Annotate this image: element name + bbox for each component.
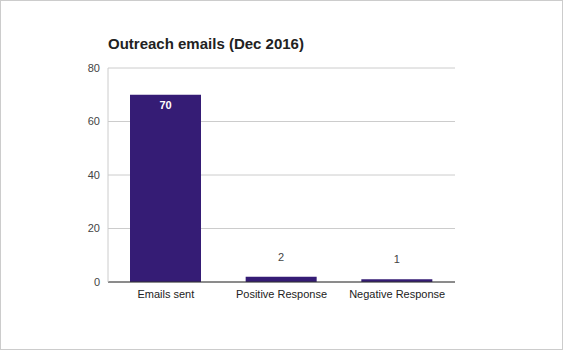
svg-text:20: 20 (88, 222, 100, 234)
svg-text:40: 40 (88, 169, 100, 181)
svg-text:Positive Response: Positive Response (236, 288, 327, 300)
svg-text:70: 70 (159, 99, 171, 111)
svg-text:0: 0 (94, 276, 100, 288)
svg-text:1: 1 (394, 253, 400, 265)
svg-text:2: 2 (278, 251, 284, 263)
svg-text:60: 60 (88, 115, 100, 127)
svg-text:80: 80 (88, 62, 100, 74)
html-text:Outreach emails (Dec 2016): Outreach emails (Dec 2016) (108, 35, 304, 52)
svg-text:Negative Response: Negative Response (349, 288, 445, 300)
svg-text:Emails sent: Emails sent (137, 288, 194, 300)
